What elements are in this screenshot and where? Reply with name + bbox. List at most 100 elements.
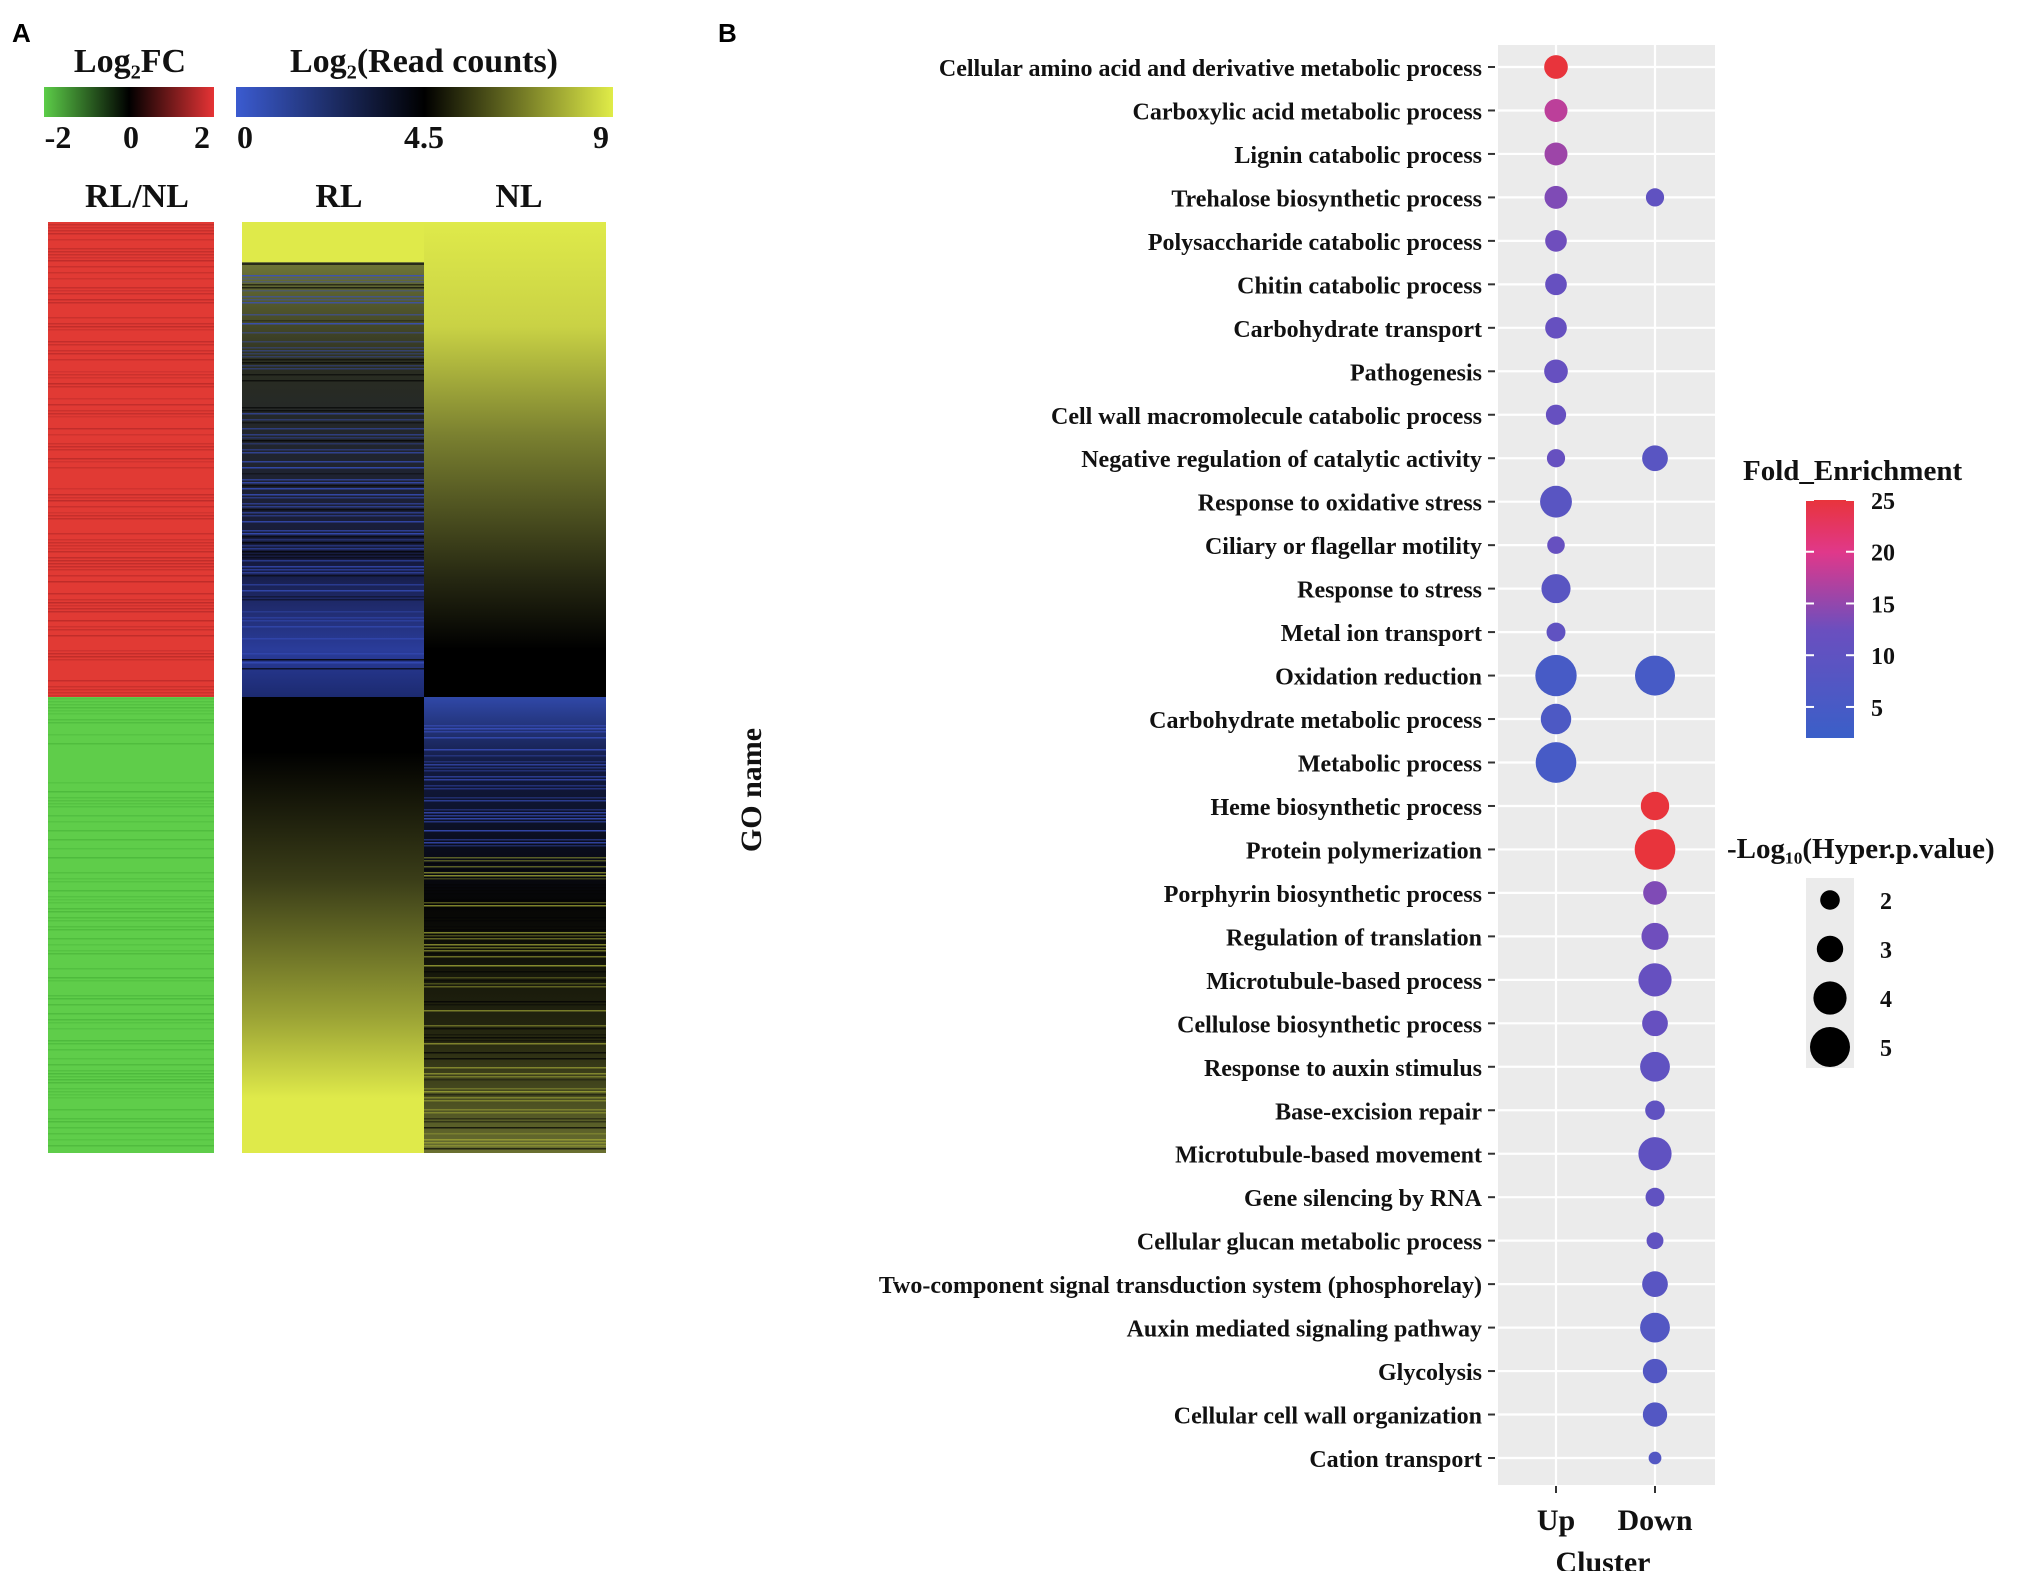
enrichment-point <box>1642 1010 1668 1037</box>
fold-enrichment-tick-label: 5 <box>1871 696 1883 722</box>
pvalue-legend-dot <box>1810 1027 1850 1067</box>
go-term-label: Response to stress <box>1297 578 1482 604</box>
go-term-label: Carbohydrate metabolic process <box>1149 708 1482 734</box>
enrichment-point <box>1643 881 1667 905</box>
enrichment-point <box>1645 188 1665 207</box>
enrichment-point <box>1547 536 1565 554</box>
enrichment-point <box>1642 1402 1668 1427</box>
go-term-label: Trehalose biosynthetic process <box>1171 186 1482 212</box>
fold-enrichment-legend-title: Fold_Enrichment <box>1743 455 1962 487</box>
panel-a-heatmap: A Log₂FC -2 0 2 Log₂(Read counts) 0 4.5 … <box>12 18 613 1153</box>
fc-color-bar <box>44 87 214 117</box>
enrichment-point <box>1640 791 1670 821</box>
pvalue-legend-items: 2 3 4 5 <box>1810 889 1892 1067</box>
enrichment-point <box>1546 622 1566 642</box>
go-term-label: Microtubule-based movement <box>1175 1143 1482 1169</box>
x-axis-title: Cluster <box>1556 1546 1651 1571</box>
go-term-label: Porphyrin biosynthetic process <box>1164 882 1482 908</box>
enrichment-point <box>1642 1358 1668 1384</box>
heatmap-row-stripes <box>48 224 606 1150</box>
fold-enrichment-tick-label: 25 <box>1871 489 1895 515</box>
x-tick-label: Down <box>1617 1504 1692 1537</box>
fold-enrichment-color-bar <box>1806 500 1854 738</box>
go-term-label: Chitin catabolic process <box>1237 273 1482 299</box>
enrichment-point <box>1544 55 1568 79</box>
pvalue-legend-dot <box>1820 890 1840 910</box>
enrichment-point <box>1545 273 1567 296</box>
go-term-label: Auxin mediated signaling pathway <box>1127 1317 1482 1343</box>
enrichment-point <box>1540 485 1572 518</box>
enrichment-point <box>1638 963 1672 997</box>
fc-tick-label: -2 <box>45 119 72 155</box>
go-term-label: Cation transport <box>1309 1447 1482 1473</box>
enrichment-point <box>1635 655 1675 696</box>
enrichment-point <box>1642 1271 1668 1297</box>
enrichment-point <box>1641 922 1669 950</box>
plot-background <box>1498 45 1715 1485</box>
enrichment-point <box>1642 445 1668 472</box>
pvalue-legend-title: -Log₁₀(Hyper.p.value) <box>1727 833 1995 865</box>
go-term-label: Carbohydrate transport <box>1233 317 1482 343</box>
go-term-label: Heme biosynthetic process <box>1210 795 1482 821</box>
enrichment-point <box>1546 449 1566 468</box>
fold-enrichment-ticks: 25 20 15 10 5 <box>1806 489 1895 722</box>
enrichment-point <box>1544 142 1568 166</box>
pvalue-legend-label: 3 <box>1880 938 1892 964</box>
go-term-label: Cell wall macromolecule catabolic proces… <box>1051 404 1482 430</box>
panel-b-dotplot: B Cellular amino acid and derivative met… <box>718 18 1995 1571</box>
rl-up-block <box>242 222 424 697</box>
go-term-label: Two-component signal transduction system… <box>879 1273 1482 1299</box>
fold-enrichment-legend: Fold_Enrichment 25 20 15 10 5 <box>1743 455 1962 738</box>
fc-legend: Log₂FC -2 0 2 <box>44 43 214 155</box>
pvalue-legend-label: 5 <box>1880 1036 1892 1062</box>
go-term-label: Cellular amino acid and derivative metab… <box>939 56 1482 82</box>
panel-b-label: B <box>718 18 737 48</box>
go-term-label: Polysaccharide catabolic process <box>1148 230 1482 256</box>
enrichment-point <box>1638 1137 1672 1171</box>
enrichment-point <box>1646 1232 1664 1250</box>
go-term-label: Oxidation reduction <box>1275 665 1482 691</box>
enrichment-point <box>1541 574 1571 604</box>
go-term-label: Metal ion transport <box>1281 621 1482 647</box>
fc-tick-label: 0 <box>123 119 139 155</box>
go-term-label: Cellular cell wall organization <box>1174 1404 1482 1430</box>
go-term-label: Base-excision repair <box>1275 1099 1482 1125</box>
x-axis: Up Down <box>1537 1486 1693 1537</box>
fold-enrichment-tick-label: 10 <box>1871 644 1895 670</box>
enrichment-point <box>1645 1100 1665 1121</box>
rc-tick-label: 4.5 <box>404 119 444 155</box>
y-axis-title: GO name <box>735 728 768 852</box>
fc-tick-label: 2 <box>194 119 210 155</box>
go-term-label: Lignin catabolic process <box>1234 143 1482 169</box>
go-term-labels: Cellular amino acid and derivative metab… <box>879 56 1495 1473</box>
enrichment-dots <box>1535 55 1676 1465</box>
go-term-label: Glycolysis <box>1378 1360 1482 1386</box>
enrichment-point <box>1540 703 1572 735</box>
rc-color-bar <box>236 87 613 117</box>
enrichment-point <box>1535 654 1577 697</box>
go-term-label: Protein polymerization <box>1246 838 1482 864</box>
ratio-column-label: RL/NL <box>85 178 189 215</box>
go-term-label: Regulation of translation <box>1226 925 1482 951</box>
enrichment-point <box>1648 1451 1662 1465</box>
rl-column-label: RL <box>315 178 362 215</box>
enrichment-point <box>1544 98 1568 122</box>
enrichment-point <box>1544 359 1568 384</box>
enrichment-point <box>1640 1312 1670 1343</box>
enrichment-point <box>1545 404 1567 425</box>
nl-up-block <box>424 222 606 697</box>
go-term-label: Metabolic process <box>1298 752 1482 778</box>
enrichment-point <box>1545 316 1567 339</box>
rc-legend: Log₂(Read counts) 0 4.5 9 <box>236 43 613 155</box>
enrichment-point <box>1634 829 1676 870</box>
pvalue-size-legend: -Log₁₀(Hyper.p.value) 2 3 4 5 <box>1727 833 1995 1068</box>
go-term-label: Response to oxidative stress <box>1198 491 1482 517</box>
fold-enrichment-tick-label: 15 <box>1871 592 1895 618</box>
enrichment-point <box>1535 742 1577 783</box>
enrichment-point <box>1640 1051 1670 1082</box>
rl-down-block <box>242 697 424 1153</box>
fc-legend-title: Log₂FC <box>74 43 186 80</box>
go-term-label: Pathogenesis <box>1350 360 1482 386</box>
go-term-label: Cellulose biosynthetic process <box>1177 1012 1482 1038</box>
rl-top-band <box>242 222 424 262</box>
